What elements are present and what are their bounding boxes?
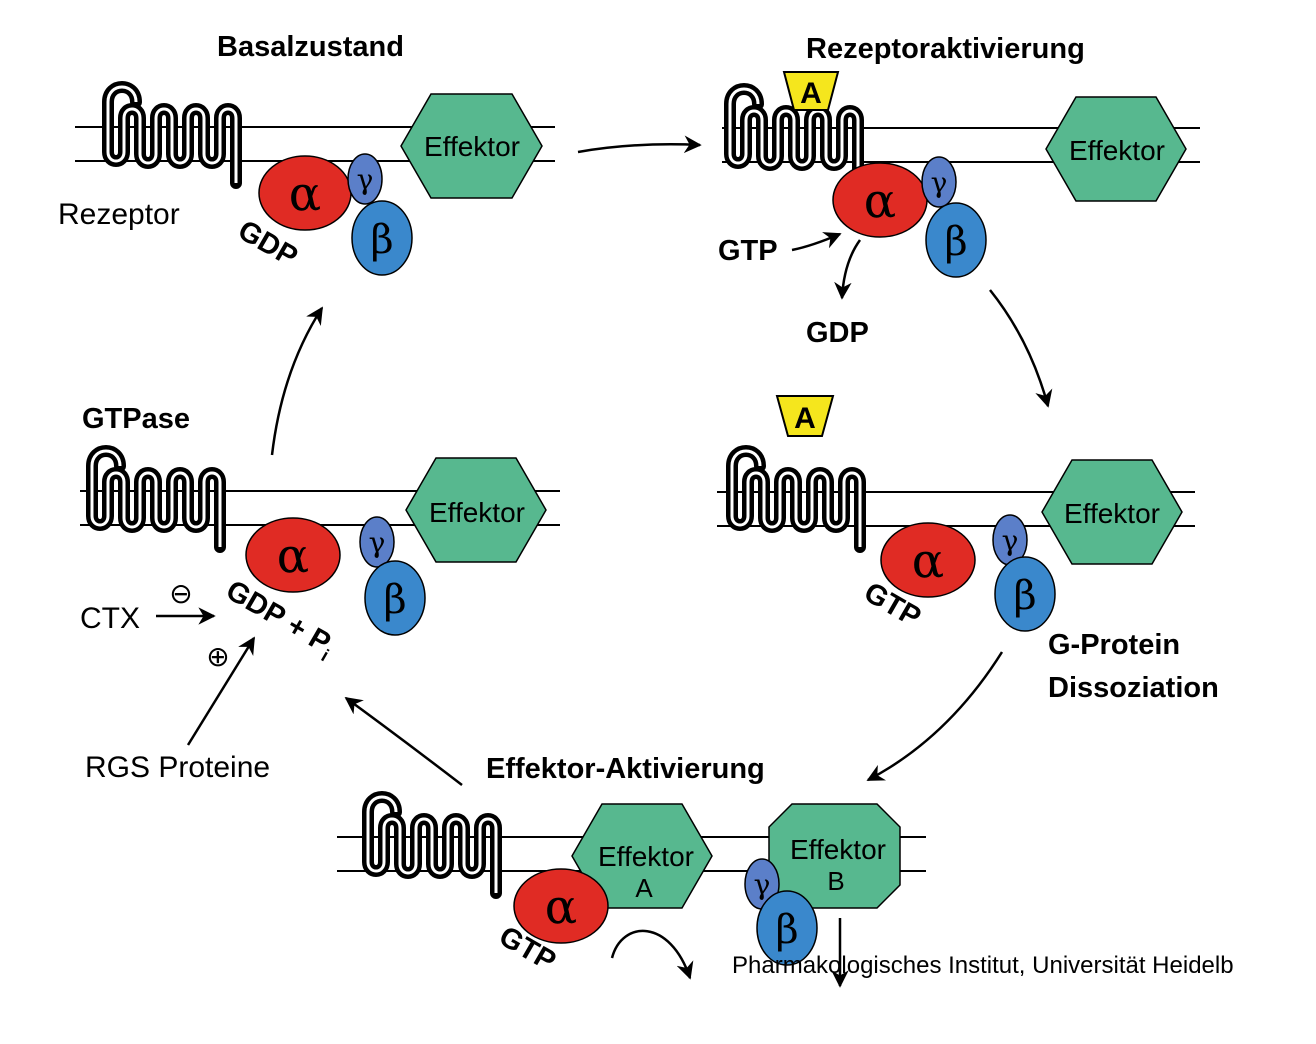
svg-text:A: A	[794, 402, 816, 435]
svg-text:B: B	[827, 866, 844, 896]
svg-text:A: A	[800, 77, 822, 110]
svg-text:β: β	[370, 217, 393, 263]
svg-text:Effektor: Effektor	[1069, 135, 1165, 166]
credit-text: Pharmakologisches Institut, Universität …	[732, 952, 1234, 979]
effector-hexagon: Effektor	[1045, 96, 1187, 202]
g-alpha-subunit: α	[832, 162, 928, 238]
gtp-in-label: GTP	[718, 235, 778, 267]
dissociation-title-line1: G-Protein	[1048, 629, 1180, 661]
g-alpha-subunit: α	[245, 517, 341, 593]
effector-activation-title: Effektor-Aktivierung	[486, 753, 765, 785]
gtpase-title: GTPase	[82, 403, 190, 435]
agonist-icon: A	[775, 395, 835, 437]
svg-text:α: α	[912, 533, 944, 589]
g-beta-subunit: β	[351, 200, 413, 276]
svg-text:Effektor: Effektor	[429, 497, 525, 528]
effector-a-hexagon: Effektor A	[571, 803, 713, 909]
panel-effector-activation: Effektor-Aktivierung Effektor A Effektor…	[337, 753, 926, 988]
g-beta-subunit: β	[925, 202, 987, 278]
rgs-arrow	[186, 636, 256, 746]
g-gamma-subunit: γ	[359, 516, 395, 568]
svg-text:β: β	[775, 907, 798, 953]
cycle-arrow-dissociation-to-effector	[866, 651, 1004, 782]
svg-text:γ: γ	[754, 868, 771, 901]
svg-text:Effektor: Effektor	[598, 841, 694, 872]
effector-b-octagon: Effektor B	[768, 803, 901, 909]
gtp-in-arrow	[791, 232, 842, 252]
agonist-icon: A	[782, 71, 840, 111]
panel-basal: Basalzustand Effektor α γ β Rezeptor GDP	[58, 31, 555, 276]
svg-text:α: α	[289, 166, 321, 222]
dissociation-title-line2: Dissoziation	[1048, 672, 1219, 704]
svg-text:γ: γ	[1002, 524, 1019, 557]
g-gamma-subunit: γ	[992, 514, 1028, 566]
effector-hexagon: Effektor	[405, 457, 547, 563]
receptor-icon	[732, 451, 860, 547]
g-beta-subunit: β	[364, 560, 426, 636]
receptor-icon	[92, 451, 220, 547]
g-gamma-subunit: γ	[921, 156, 957, 208]
gdp-out-arrow	[834, 239, 862, 300]
effector-hexagon: Effektor	[1041, 459, 1183, 565]
svg-text:Effektor: Effektor	[1064, 498, 1160, 529]
cycle-arrow-basal-to-activation	[577, 135, 702, 154]
svg-text:Effektor: Effektor	[790, 834, 886, 865]
cycle-arrow-activation-to-dissociation	[989, 289, 1053, 408]
effector-a-signal-arrow	[610, 929, 694, 980]
effector-hexagon: Effektor	[400, 93, 543, 199]
svg-text:α: α	[545, 879, 577, 935]
g-alpha-subunit: α	[258, 155, 352, 231]
panel-receptor-activation: Rezeptoraktivierung A Effektor α γ β GTP…	[718, 33, 1200, 349]
panel-gtpase: GTPase Effektor α γ β GDP + Pi CTX ⊖ ⊕ R…	[80, 403, 560, 784]
basal-title: Basalzustand	[217, 31, 404, 63]
svg-text:γ: γ	[369, 526, 386, 559]
receptor-icon	[368, 797, 496, 893]
g-beta-subunit: β	[994, 556, 1056, 632]
g-gamma-subunit: γ	[347, 153, 383, 205]
plus-sign-icon: ⊕	[206, 641, 229, 672]
svg-text:γ: γ	[931, 166, 948, 199]
svg-text:γ: γ	[357, 163, 374, 196]
cycle-arrow-effector-to-gtpase	[344, 696, 463, 786]
cycle-arrow-gtpase-to-basal	[270, 306, 324, 456]
g-beta-subunit: β	[756, 890, 818, 966]
svg-text:β: β	[944, 219, 967, 265]
svg-text:α: α	[277, 528, 309, 584]
activation-title: Rezeptoraktivierung	[806, 33, 1085, 65]
receptor-label: Rezeptor	[58, 198, 180, 231]
svg-text:β: β	[383, 577, 406, 623]
minus-sign-icon: ⊖	[169, 578, 192, 609]
panel-g-protein-dissociation: A Effektor α γ β GTP G-Protein Dissoziat…	[717, 395, 1219, 704]
svg-text:α: α	[864, 173, 896, 229]
gdp-out-label: GDP	[806, 317, 869, 349]
g-alpha-subunit: α	[880, 522, 976, 598]
g-alpha-subunit: α	[513, 868, 609, 944]
svg-text:Effektor: Effektor	[424, 131, 520, 162]
svg-text:A: A	[635, 873, 653, 903]
ctx-label: CTX	[80, 602, 140, 635]
svg-text:β: β	[1013, 573, 1036, 619]
receptor-icon	[108, 87, 236, 183]
rgs-label: RGS Proteine	[85, 751, 270, 784]
